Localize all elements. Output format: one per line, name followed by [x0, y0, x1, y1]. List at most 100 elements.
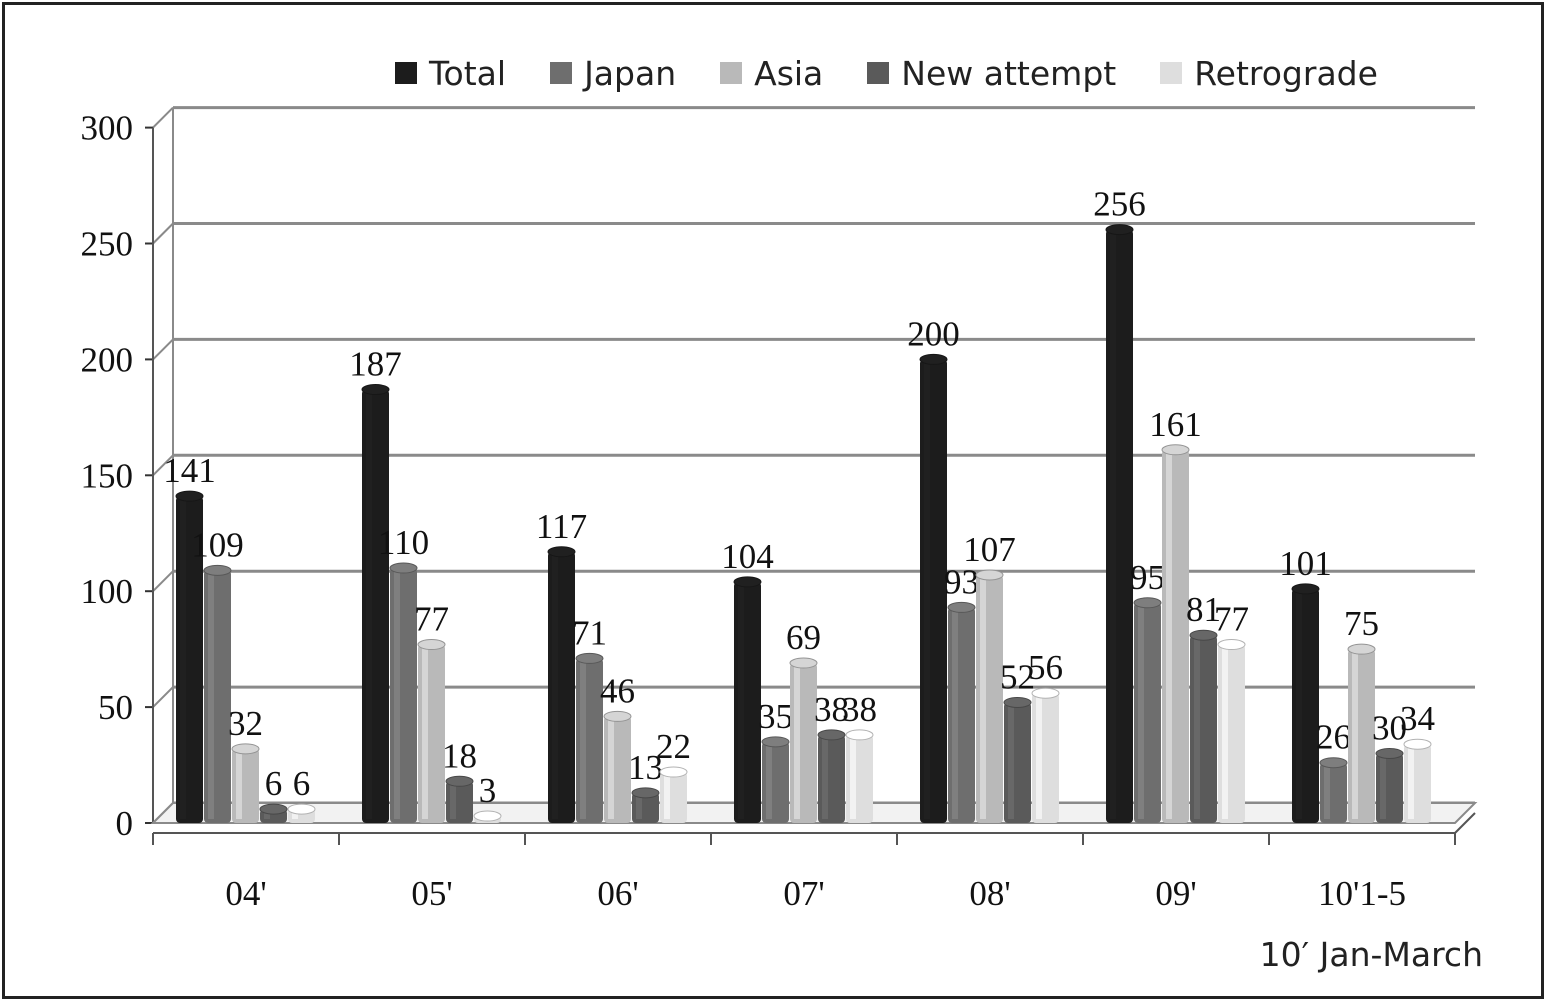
bar-highlight [366, 393, 372, 819]
y-tick-label: 50 [98, 688, 133, 727]
gridline-diagonal [152, 686, 174, 708]
bar-cap [1347, 643, 1376, 655]
x-category-label: 09' [1155, 874, 1196, 913]
bar-cap [1031, 687, 1060, 699]
bar-cap [547, 546, 576, 558]
legend-item: Retrograde [1160, 54, 1378, 93]
bar-highlight [850, 738, 856, 819]
bar-highlight [794, 667, 800, 819]
bar-highlight [952, 611, 958, 819]
bar-highlight [1296, 592, 1302, 819]
data-label: 101 [1279, 544, 1332, 583]
data-label: 71 [572, 613, 607, 652]
data-label: 75 [1344, 604, 1379, 643]
legend-swatch [1160, 62, 1183, 84]
data-label: 69 [786, 618, 821, 657]
bar-cap [259, 803, 288, 815]
data-label: 32 [228, 704, 263, 743]
data-label: 6 [265, 764, 283, 803]
bar-cap [1403, 738, 1432, 750]
data-label: 38 [842, 690, 877, 729]
data-label: 35 [758, 697, 793, 736]
bar-highlight [180, 500, 186, 819]
data-label: 6 [293, 764, 311, 803]
gridline-diagonal [152, 222, 174, 245]
bar-highlight [580, 662, 586, 819]
bar-cap [845, 729, 874, 741]
bar-highlight [450, 785, 456, 819]
bar-highlight [1008, 706, 1014, 819]
legend-swatch [395, 62, 417, 84]
y-tick-label: 250 [81, 225, 134, 264]
bar-highlight [1324, 766, 1330, 819]
bar-cap [1319, 757, 1348, 769]
bar-cap [1161, 444, 1190, 456]
gridline-diagonal [152, 570, 174, 592]
bar-highlight [264, 813, 270, 819]
legend-item: Total [395, 54, 506, 93]
bar-highlight [664, 776, 670, 819]
legend-label: Asia [754, 53, 824, 93]
legend-swatch [720, 62, 743, 84]
bar-cap [947, 601, 976, 613]
data-label: 30 [1372, 708, 1407, 747]
bar-highlight [208, 574, 214, 819]
bar-cap [1105, 224, 1134, 236]
bar-cap [817, 729, 846, 741]
bar-highlight [422, 648, 428, 819]
data-label: 56 [1028, 648, 1063, 687]
bar-highlight [394, 572, 400, 819]
data-label: 117 [536, 507, 587, 546]
x-category-label: 10'1-5 [1318, 874, 1406, 913]
y-tick-label: 300 [81, 109, 134, 148]
data-label: 256 [1093, 185, 1146, 224]
data-label: 109 [191, 525, 244, 564]
data-label: 93 [944, 562, 979, 601]
data-label: 95 [1130, 558, 1165, 597]
bar-highlight [236, 752, 242, 819]
x-axis-corner [1454, 812, 1476, 834]
bar-highlight [1036, 697, 1042, 819]
bar-cap [975, 569, 1004, 581]
data-label: 46 [600, 671, 635, 710]
data-label: 26 [1316, 718, 1351, 757]
bar-cap [575, 652, 604, 664]
bar-cap [417, 639, 446, 651]
bar-highlight [1138, 606, 1144, 819]
period-note: 10′ Jan-March [1259, 935, 1483, 974]
bar-highlight [924, 363, 930, 819]
data-label: 110 [378, 523, 429, 562]
bar-highlight [766, 745, 772, 819]
legend-swatch [550, 62, 573, 84]
legend-item: New attempt [867, 54, 1116, 93]
data-label: 22 [656, 727, 691, 766]
bar-cap [361, 384, 390, 396]
bar-cap [919, 353, 948, 365]
bar-highlight [292, 813, 298, 819]
bar-cap [389, 562, 418, 574]
data-label: 3 [479, 771, 497, 810]
y-tick-label: 150 [81, 456, 134, 495]
gridline-diagonal [152, 106, 174, 129]
y-tick-label: 100 [81, 572, 134, 611]
data-label: 77 [1214, 600, 1249, 639]
data-label: 81 [1186, 590, 1221, 629]
bar-highlight [1352, 653, 1358, 819]
y-tick-label: 200 [81, 340, 134, 379]
bar-highlight [822, 738, 828, 819]
x-category-label: 07' [783, 874, 824, 913]
bar-highlight [1380, 757, 1386, 819]
data-label: 77 [414, 600, 449, 639]
bar-highlight [1194, 639, 1200, 819]
x-category-label: 06' [597, 874, 638, 913]
bar-cap [1189, 629, 1218, 641]
legend-label: New attempt [901, 53, 1117, 93]
data-label: 141 [163, 451, 216, 490]
bar-cap [1375, 747, 1404, 759]
legend-item: Asia [720, 54, 823, 93]
bar-cap [761, 736, 790, 748]
bar-cap [473, 810, 502, 822]
bar-highlight [608, 720, 614, 819]
data-label: 38 [814, 690, 849, 729]
bar-cap [1133, 597, 1162, 609]
